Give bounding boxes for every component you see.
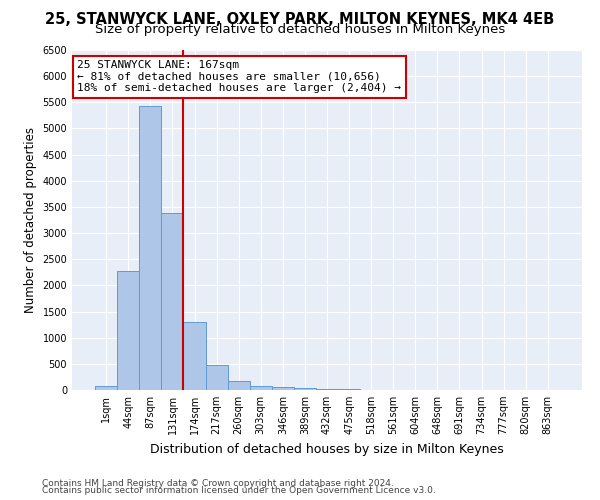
- Bar: [250, 386, 272, 390]
- Text: Size of property relative to detached houses in Milton Keynes: Size of property relative to detached ho…: [95, 22, 505, 36]
- Bar: [95, 386, 117, 390]
- Text: 25, STANWYCK LANE, OXLEY PARK, MILTON KEYNES, MK4 4EB: 25, STANWYCK LANE, OXLEY PARK, MILTON KE…: [46, 12, 554, 28]
- Bar: [161, 213, 184, 390]
- Bar: [272, 388, 294, 390]
- Bar: [206, 365, 227, 390]
- Bar: [139, 106, 161, 390]
- Text: Contains public sector information licensed under the Open Government Licence v3: Contains public sector information licen…: [42, 486, 436, 495]
- Text: Contains HM Land Registry data © Crown copyright and database right 2024.: Contains HM Land Registry data © Crown c…: [42, 478, 394, 488]
- Bar: [117, 270, 139, 390]
- Text: 25 STANWYCK LANE: 167sqm
← 81% of detached houses are smaller (10,656)
18% of se: 25 STANWYCK LANE: 167sqm ← 81% of detach…: [77, 60, 401, 94]
- Bar: [184, 322, 206, 390]
- Bar: [227, 382, 250, 390]
- Bar: [294, 388, 316, 390]
- X-axis label: Distribution of detached houses by size in Milton Keynes: Distribution of detached houses by size …: [150, 442, 504, 456]
- Bar: [316, 389, 338, 390]
- Y-axis label: Number of detached properties: Number of detached properties: [24, 127, 37, 313]
